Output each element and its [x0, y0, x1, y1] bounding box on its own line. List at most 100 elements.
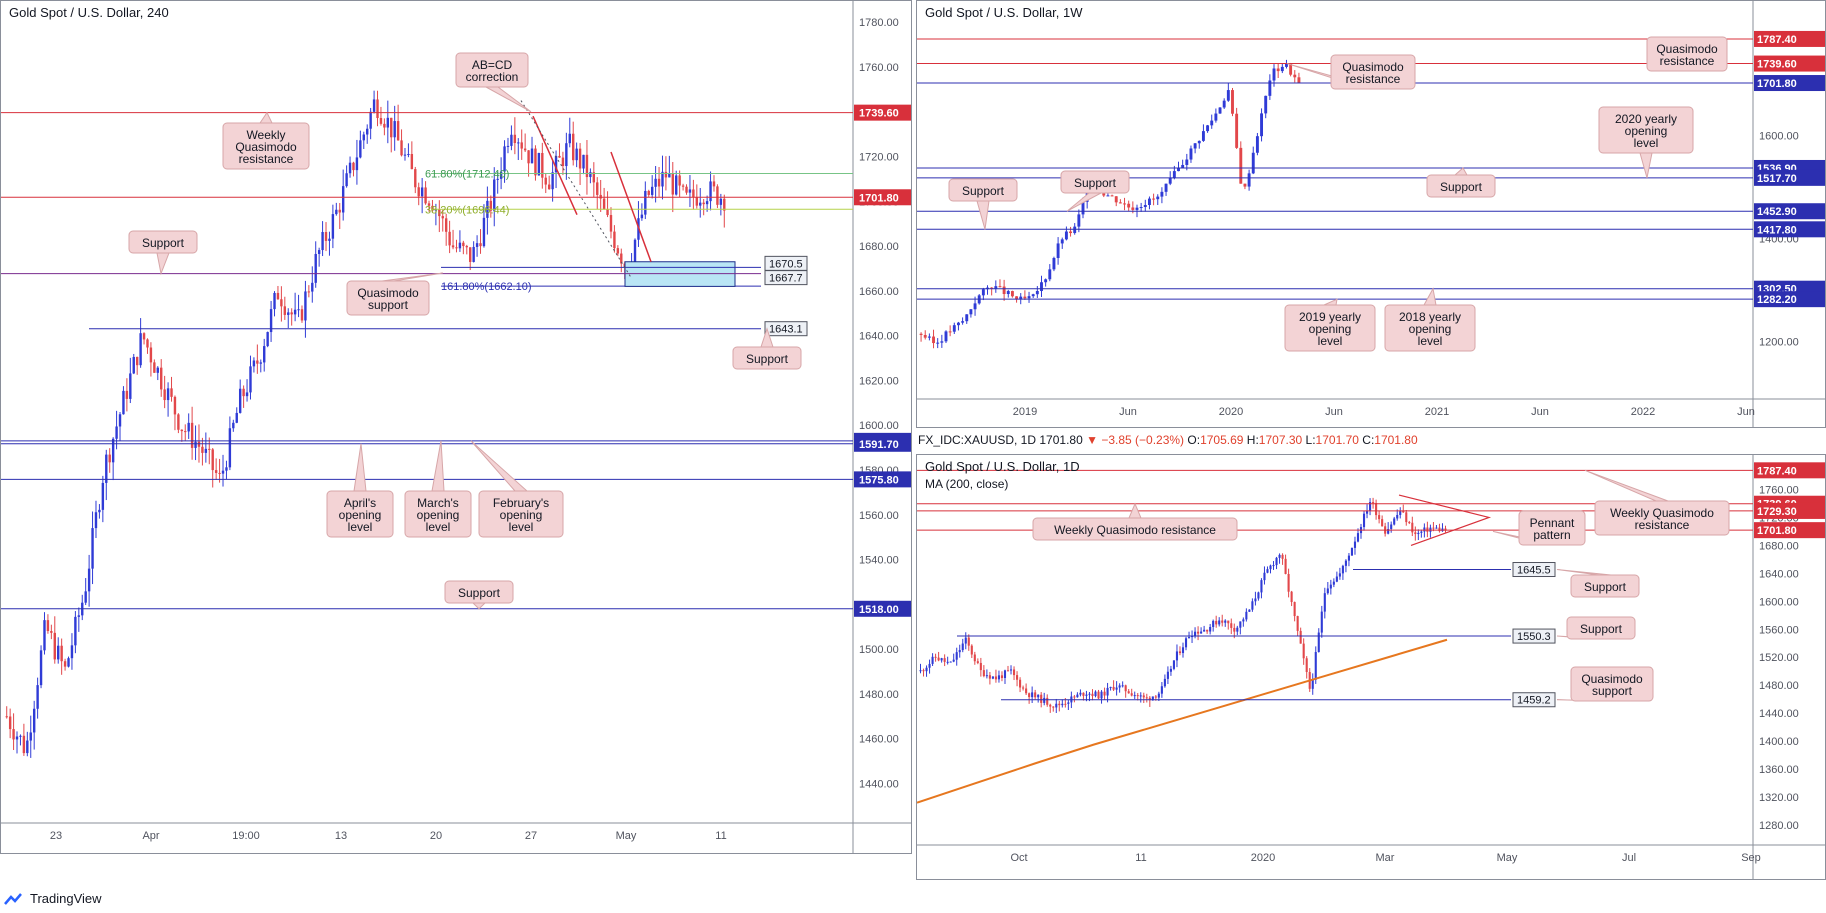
candle-body	[1200, 631, 1203, 634]
y-tick-label: 1680.00	[859, 241, 899, 253]
candle-body	[74, 616, 77, 646]
candle-body	[554, 155, 558, 173]
callout-pointer	[1423, 287, 1437, 306]
candle-body	[1016, 675, 1019, 680]
candle-body	[372, 99, 376, 112]
candle-body	[190, 422, 194, 448]
candle-body	[723, 198, 726, 211]
candle-body	[1332, 581, 1335, 585]
boxed-level-box	[764, 321, 808, 337]
fib-382-label: 38.20%(1696.44)	[425, 204, 509, 216]
boxed-level-label: 1670.5	[769, 258, 803, 270]
callout-pointer	[156, 252, 170, 276]
candle-body	[982, 670, 985, 677]
callout-abcd-box	[455, 52, 529, 88]
candle-body	[561, 157, 565, 167]
callout-april: opening	[339, 508, 382, 522]
candle-body	[304, 291, 307, 321]
candle-body	[256, 360, 259, 364]
callout-support-1452-box	[1060, 170, 1130, 194]
low-label: L:	[1305, 433, 1316, 447]
x-tick-label: 27	[525, 830, 537, 842]
candle-body	[1023, 296, 1027, 299]
candle-body	[1115, 687, 1118, 690]
y-tick-label: 1520.00	[1759, 652, 1799, 664]
x-tick-label: 13	[335, 830, 347, 842]
x-tick-label: Apr	[142, 830, 159, 842]
candle-body	[1251, 152, 1255, 174]
candle-body	[1215, 620, 1218, 625]
candle-body	[1112, 686, 1115, 690]
candle-body	[228, 428, 232, 468]
h4-chart-title: Gold Spot / U.S. Dollar, 240	[9, 5, 169, 20]
weekly-chart-panel[interactable]: 1600.00 1400.00 1200.00 2019 Jun 2020 Jun 2021 J…	[916, 0, 1826, 428]
candle-body	[695, 197, 699, 206]
candle-body	[1289, 63, 1293, 75]
callout-weekly-qm: Quasimodo	[235, 140, 297, 154]
open-value: 1705.69	[1200, 433, 1244, 447]
x-tick-label: May	[1497, 852, 1518, 864]
candle-body	[1269, 565, 1272, 570]
candle-body	[221, 470, 225, 474]
candle-body	[568, 133, 571, 144]
candle-body	[1037, 694, 1040, 698]
daily-chart-panel[interactable]: 1760.001720.001680.001640.001600.001560.…	[916, 454, 1826, 880]
candle-body	[644, 190, 647, 215]
candle-body	[163, 389, 166, 401]
candle-body	[22, 735, 26, 754]
h4-chart-panel[interactable]: 1780.001760.001740.001720.001700.001680.…	[0, 0, 912, 854]
candle-body	[1048, 269, 1052, 280]
candle-body	[979, 662, 982, 671]
candle-body	[1082, 692, 1085, 696]
callout-support-1417-box	[948, 178, 1018, 202]
candle-body	[1172, 171, 1176, 178]
candle-body	[287, 312, 290, 315]
price-label-box	[1754, 522, 1825, 539]
candle-body	[1399, 511, 1402, 515]
candle-body	[650, 186, 654, 195]
candle-body	[393, 121, 396, 138]
callout-pointer	[381, 272, 444, 282]
x-tick-label: 11	[1135, 852, 1146, 864]
callout-pointer	[353, 443, 367, 492]
tradingview-logo-icon	[4, 892, 22, 905]
price-label-box	[1754, 169, 1825, 186]
callout-qm-support-daily-box	[1570, 666, 1654, 702]
candle-body	[1003, 670, 1007, 678]
candle-body	[1100, 691, 1103, 699]
candle-body	[1251, 601, 1254, 610]
candle-body	[616, 248, 620, 254]
candle-body	[1311, 679, 1314, 689]
candle-body	[177, 414, 180, 430]
candle-body	[1299, 630, 1302, 644]
candle-body	[513, 134, 517, 144]
daily-chart-svg[interactable]: 1760.001720.001680.001640.001600.001560.…	[917, 455, 1826, 880]
candle-body	[414, 169, 417, 188]
candle-body	[976, 661, 979, 663]
candle-body	[919, 333, 923, 335]
price-label-box	[1754, 75, 1825, 92]
candle-body	[160, 367, 163, 390]
candle-body	[139, 333, 142, 366]
y-tick-label: 1400.00	[1759, 736, 1799, 748]
callout-2019-opening: level	[1318, 334, 1343, 348]
candle-body	[125, 390, 129, 399]
candle-body	[238, 388, 242, 413]
candle-body	[1320, 611, 1323, 633]
close-label: C:	[1362, 433, 1375, 447]
candle-body	[118, 414, 122, 427]
candle-body	[1260, 580, 1263, 593]
candle-body	[1372, 502, 1375, 504]
candle-body	[994, 286, 998, 289]
boxed-level-label: 1667.7	[769, 273, 803, 285]
candle-body	[1164, 183, 1168, 192]
boxed-level-box	[1512, 692, 1556, 708]
candle-body	[1006, 670, 1010, 672]
tradingview-logo[interactable]: TradingView	[4, 891, 102, 906]
candle-body	[1046, 697, 1049, 705]
h4-chart-svg[interactable]: 1780.001760.001740.001720.001700.001680.…	[1, 1, 912, 854]
candle-body	[520, 142, 523, 149]
candle-body	[355, 157, 359, 171]
candle-body	[1369, 502, 1372, 511]
